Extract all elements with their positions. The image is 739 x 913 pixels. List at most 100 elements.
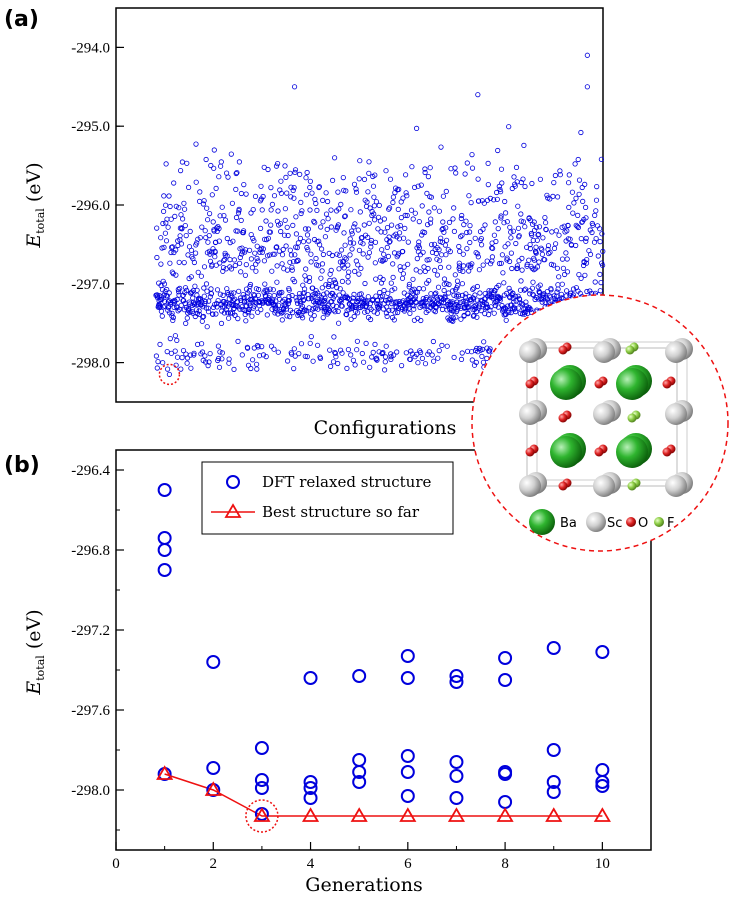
panel-a-point — [394, 349, 400, 355]
panel-a-point — [268, 207, 274, 213]
panel-a-point — [381, 367, 388, 373]
panel-b-y-axis-title-main: E — [23, 681, 45, 696]
panel-a-point — [207, 350, 213, 357]
panel-a-point — [405, 261, 411, 267]
panel-a-point — [455, 282, 461, 289]
panel-a-point — [243, 318, 249, 324]
panel-a-point — [440, 193, 446, 199]
panel-a-point — [198, 273, 204, 279]
panel-a-point — [191, 259, 197, 266]
panel-a-point — [476, 267, 482, 273]
panel-a-point — [190, 295, 196, 301]
panel-a-point — [298, 210, 304, 217]
panel-b-x-tick-label: 6 — [404, 856, 412, 872]
panel-a-point — [291, 84, 298, 90]
panel-a-point — [457, 234, 464, 240]
panel-a-point — [345, 273, 351, 280]
panel-a-point — [501, 220, 507, 226]
panel-a-point — [549, 229, 555, 235]
panel-a-point — [507, 224, 513, 230]
panel-a-point — [195, 269, 201, 275]
panel-a-point — [296, 290, 303, 297]
panel-a-point — [402, 212, 408, 218]
panel-a-point — [426, 277, 432, 284]
panel-a-point — [440, 219, 446, 225]
panel-a-point — [324, 226, 330, 232]
panel-a-point — [192, 283, 198, 289]
panel-a-point — [409, 164, 415, 170]
panel-a-point — [486, 288, 492, 294]
panel-a-point — [205, 217, 211, 223]
panel-a-point — [427, 165, 433, 171]
panel-a-point — [558, 291, 565, 297]
panel-a-point — [571, 200, 577, 206]
panel-a-y-tick-label: -295.0 — [71, 119, 110, 135]
panel-a-point — [181, 297, 187, 304]
panel-a-point — [284, 190, 290, 196]
panel-a-point — [379, 293, 386, 299]
panel-a-point — [323, 211, 330, 217]
panel-a-point — [406, 305, 412, 311]
panel-a-point — [268, 222, 274, 228]
panel-a-point — [284, 358, 291, 364]
panel-a-point — [155, 358, 161, 365]
panel-a-point — [291, 346, 297, 352]
panel-a-point — [331, 334, 337, 340]
panel-a-point — [325, 216, 331, 222]
panel-a-point — [235, 338, 241, 344]
panel-a-point — [403, 350, 409, 356]
best-structure-point — [399, 807, 417, 822]
panel-a-point — [312, 196, 318, 202]
panel-a-point — [274, 244, 280, 250]
panel-a-point — [174, 354, 181, 360]
panel-a-point — [459, 232, 465, 238]
panel-a-point — [205, 362, 211, 369]
panel-a-point — [509, 185, 515, 192]
panel-a-point — [291, 185, 297, 191]
panel-a-point — [253, 300, 259, 306]
panel-a-point — [424, 190, 430, 196]
panel-a-y-tick-label: -296.0 — [71, 198, 110, 214]
panel-a-point — [374, 357, 380, 363]
panel-a-point — [482, 222, 488, 228]
panel-a-y-tick-label: -294.0 — [71, 40, 110, 56]
panel-a-point — [557, 168, 563, 174]
panel-a-point — [335, 222, 341, 228]
panel-a-point — [580, 198, 586, 204]
panel-a-point — [193, 179, 199, 185]
panel-a-point — [330, 359, 337, 365]
panel-a-point — [414, 255, 420, 262]
panel-a-point — [271, 346, 277, 352]
panel-a-point — [373, 355, 380, 361]
panel-a-point — [535, 231, 542, 237]
panel-a-point — [458, 316, 464, 322]
panel-a-point — [542, 215, 548, 221]
panel-a-point — [251, 238, 257, 244]
panel-a-point — [216, 355, 222, 362]
dft-structure-point — [352, 775, 367, 789]
panel-a-point — [463, 218, 469, 224]
panel-a-point — [308, 251, 314, 257]
panel-a-point — [324, 290, 330, 296]
panel-a-point — [522, 224, 528, 230]
panel-a-point — [156, 302, 162, 308]
panel-a-point — [221, 213, 227, 219]
panel-a-point — [182, 223, 188, 229]
panel-a-point — [210, 311, 216, 317]
panel-a-point — [238, 269, 244, 275]
dft-structure-point — [449, 755, 464, 769]
panel-a-point — [331, 307, 337, 313]
panel-a-point — [425, 174, 431, 180]
panel-a-point — [519, 267, 525, 273]
panel-a-point — [428, 194, 434, 200]
panel-a-point — [476, 198, 482, 204]
panel-a-point — [570, 210, 576, 216]
panel-a-point — [487, 195, 493, 201]
panel-a-point — [343, 188, 349, 194]
panel-a-point — [584, 256, 590, 263]
panel-a-point — [306, 278, 312, 284]
panel-a-point — [339, 303, 345, 309]
panel-a-point — [534, 237, 540, 243]
sc-atom — [593, 475, 615, 497]
panel-a-point — [318, 224, 324, 230]
